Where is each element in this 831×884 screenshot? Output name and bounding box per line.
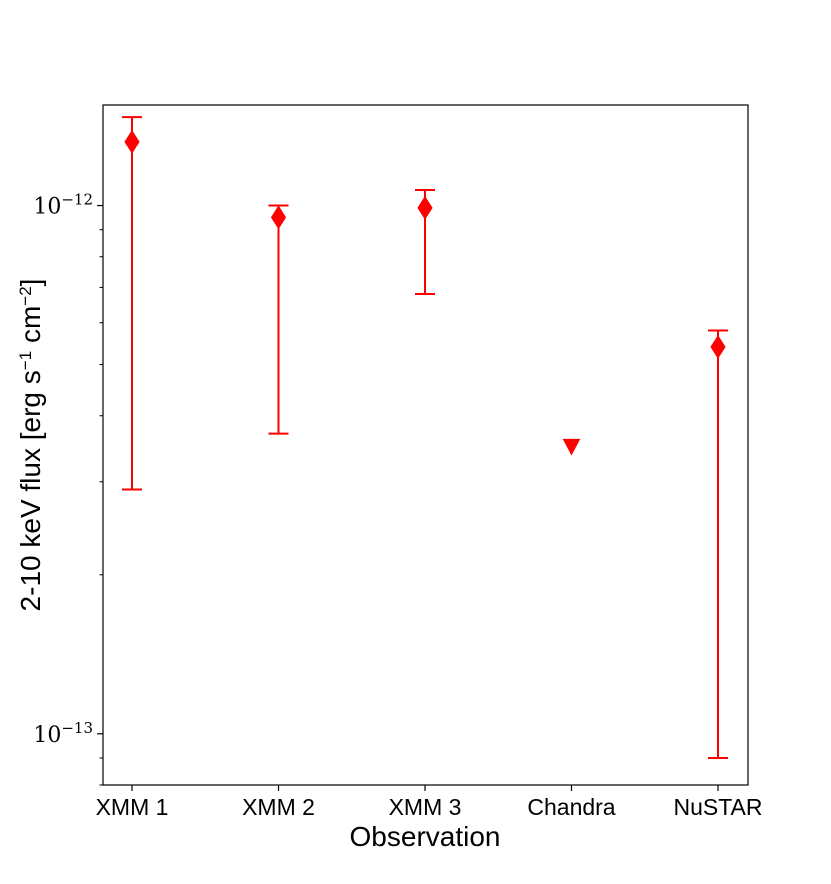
y-tick-label-base: 10 [33, 195, 61, 220]
y-tick-label: 10−13 [33, 719, 93, 748]
y-tick-label-exponent: −13 [61, 719, 93, 737]
data-marks [122, 116, 728, 759]
y-axis-label-prefix: 2-10 keV flux [erg s [15, 370, 46, 611]
x-tick-label: Chandra [527, 794, 615, 820]
x-axis-ticks: XMM 1 XMM 2 XMM 3 Chandra NuSTAR [96, 785, 763, 820]
y-axis-label-suffix: ] [15, 279, 46, 287]
y-tick-label: 10−12 [33, 191, 93, 220]
x-tick-label: XMM 1 [96, 794, 169, 820]
y-axis-label-middle: cm [15, 306, 46, 351]
data-point-xmm-3 [417, 195, 433, 220]
x-tick-label: XMM 2 [242, 794, 315, 820]
y-axis-label-sup2: −2 [16, 286, 35, 305]
x-tick-label: XMM 3 [389, 794, 462, 820]
y-tick-label-exponent: −12 [61, 191, 93, 209]
x-axis-label: Observation [350, 821, 501, 852]
x-tick-label: NuSTAR [673, 794, 762, 820]
y-axis-label: 2-10 keV flux [erg s−1 cm−2] [15, 279, 46, 612]
data-point-xmm-1 [124, 129, 140, 154]
y-axis-label-sup1: −1 [16, 351, 35, 370]
y-tick-label-base: 10 [33, 723, 61, 748]
data-point-nustar [710, 334, 726, 359]
data-point-xmm-2 [270, 205, 287, 230]
data-point-chandra [562, 438, 581, 456]
